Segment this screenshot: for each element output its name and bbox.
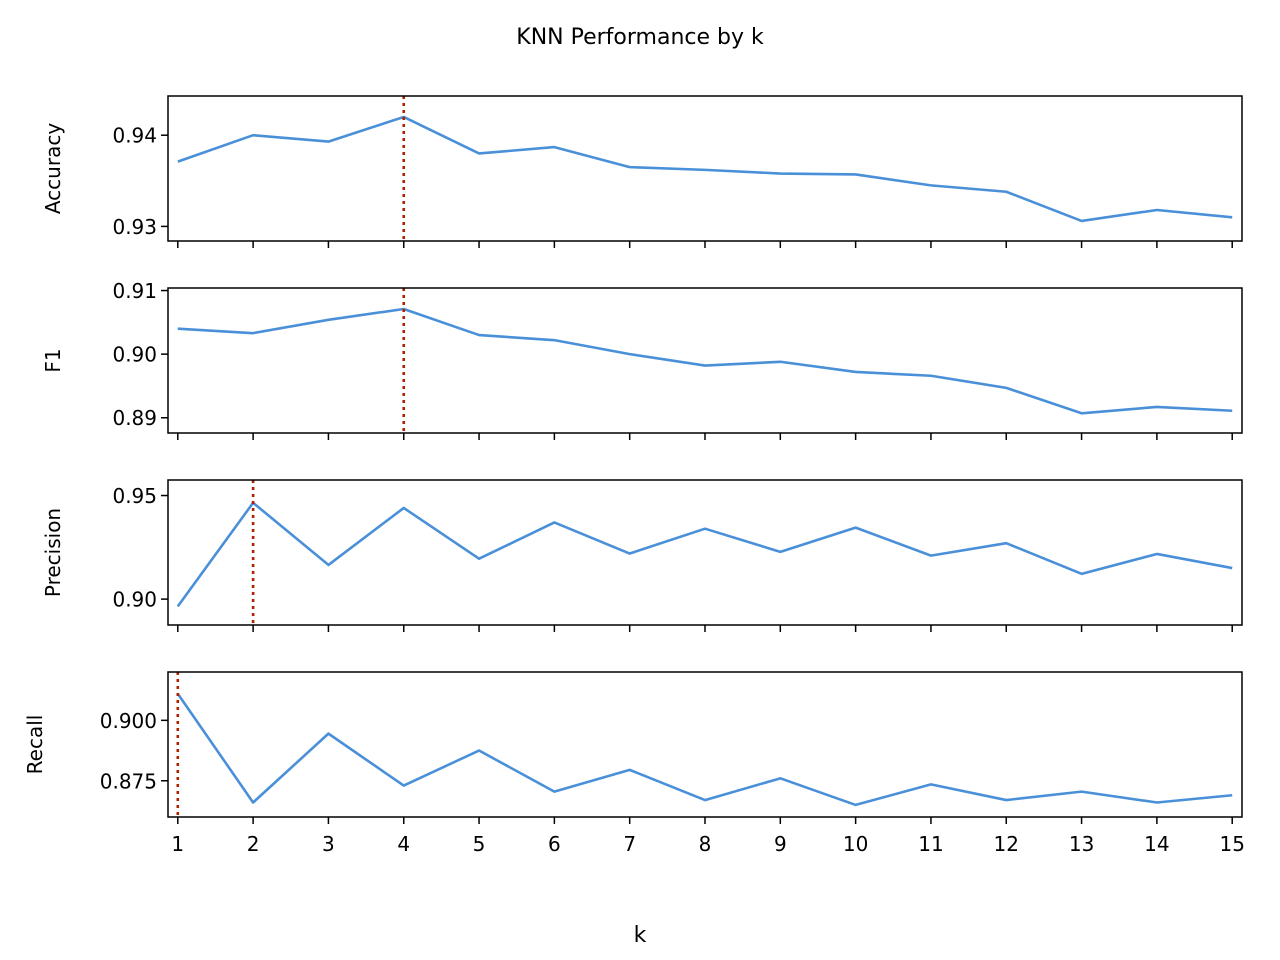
y-tick-label: 0.90 <box>112 343 157 367</box>
y-axis-label: Recall <box>23 715 47 775</box>
axes-frame <box>167 671 1243 818</box>
x-tick-label: 12 <box>994 832 1019 856</box>
y-tick-label: 0.95 <box>112 484 157 508</box>
axes-frame <box>167 479 1243 626</box>
x-tick-label: 3 <box>322 832 335 856</box>
y-tick-label: 0.93 <box>112 215 157 239</box>
x-tick-label: 14 <box>1144 832 1169 856</box>
axes-frame <box>167 287 1243 434</box>
x-tick-label: 15 <box>1219 832 1244 856</box>
series-line-precision <box>176 501 1233 608</box>
subplot-f1: 0.89 0.90 0.91 F1 <box>41 279 1243 440</box>
y-axis-label: Precision <box>41 508 65 597</box>
x-tick-label: 2 <box>247 832 260 856</box>
figure-x-axis-label: k <box>634 923 647 948</box>
y-tick-label: 0.91 <box>112 279 157 303</box>
x-tick-label: 6 <box>548 832 561 856</box>
y-tick-label: 0.90 <box>112 588 157 612</box>
x-tick-label: 13 <box>1069 832 1094 856</box>
figure-title: KNN Performance by k <box>516 25 764 50</box>
subplot-accuracy: 0.93 0.94 Accuracy <box>41 95 1243 248</box>
x-tick-label: 10 <box>843 832 868 856</box>
x-tick-label: 1 <box>171 832 184 856</box>
series-line-f1 <box>177 307 1233 415</box>
x-tick-label: 9 <box>774 832 787 856</box>
x-tick-label: 5 <box>473 832 486 856</box>
y-tick-label: 0.875 <box>100 769 157 793</box>
y-tick-label: 0.89 <box>112 406 157 430</box>
y-axis-label: Accuracy <box>41 123 65 214</box>
subplot-panels: 0.93 0.94 Accuracy 0.89 0.90 0.91 F1 0.90 0.95 Pr… <box>23 95 1245 856</box>
axes-frame <box>167 95 1243 242</box>
x-tick-label: 11 <box>918 832 943 856</box>
x-tick-label: 8 <box>699 832 712 856</box>
y-tick-label: 0.900 <box>100 709 157 733</box>
y-axis-label: F1 <box>41 348 65 372</box>
x-tick-label: 7 <box>623 832 636 856</box>
series-line-accuracy <box>177 115 1233 223</box>
x-tick-label: 4 <box>397 832 410 856</box>
y-tick-label: 0.94 <box>112 124 157 148</box>
series-line-recall <box>176 693 1233 807</box>
subplot-precision: 0.90 0.95 Precision <box>41 479 1243 632</box>
